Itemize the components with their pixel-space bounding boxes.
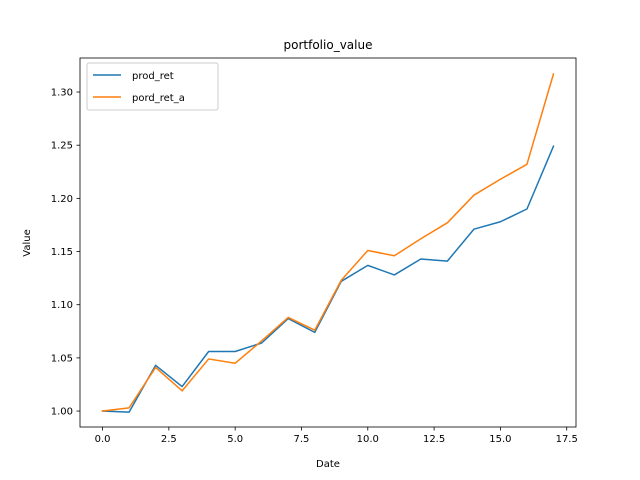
y-axis: 1.00 1.05 1.10 1.15 1.20 1.25 1.30 xyxy=(51,88,80,418)
y-tick-label: 1.15 xyxy=(51,247,73,258)
y-tick-label: 1.25 xyxy=(51,141,73,152)
y-tick-label: 1.05 xyxy=(51,353,73,364)
chart-title: portfolio_value xyxy=(284,38,373,52)
series-line-pord-ret-a xyxy=(101,73,555,412)
legend-label-pord-ret-a: pord_ret_a xyxy=(132,93,185,104)
legend: prod_ret pord_ret_a xyxy=(86,62,219,111)
y-tick-label: 1.00 xyxy=(51,407,73,418)
x-axis: 0.0 2.5 5.0 7.5 10.0 12.5 15.0 17.5 xyxy=(95,427,578,445)
x-axis-label: Date xyxy=(316,459,340,470)
x-tick-label: 17.5 xyxy=(556,434,578,445)
y-tick-label: 1.20 xyxy=(51,194,73,205)
x-tick-label: 12.5 xyxy=(423,434,445,445)
x-tick-label: 7.5 xyxy=(294,434,310,445)
x-tick-label: 2.5 xyxy=(161,434,177,445)
legend-label-prod-ret: prod_ret xyxy=(132,71,174,82)
x-tick-label: 10.0 xyxy=(357,434,379,445)
x-tick-label: 5.0 xyxy=(227,434,243,445)
x-tick-label: 15.0 xyxy=(489,434,511,445)
plot-area xyxy=(79,57,577,428)
y-tick-label: 1.30 xyxy=(51,88,73,99)
plot-frame xyxy=(79,57,577,428)
y-axis-label: Value xyxy=(22,229,33,256)
x-tick-label: 0.0 xyxy=(95,434,111,445)
y-tick-label: 1.10 xyxy=(51,300,73,311)
